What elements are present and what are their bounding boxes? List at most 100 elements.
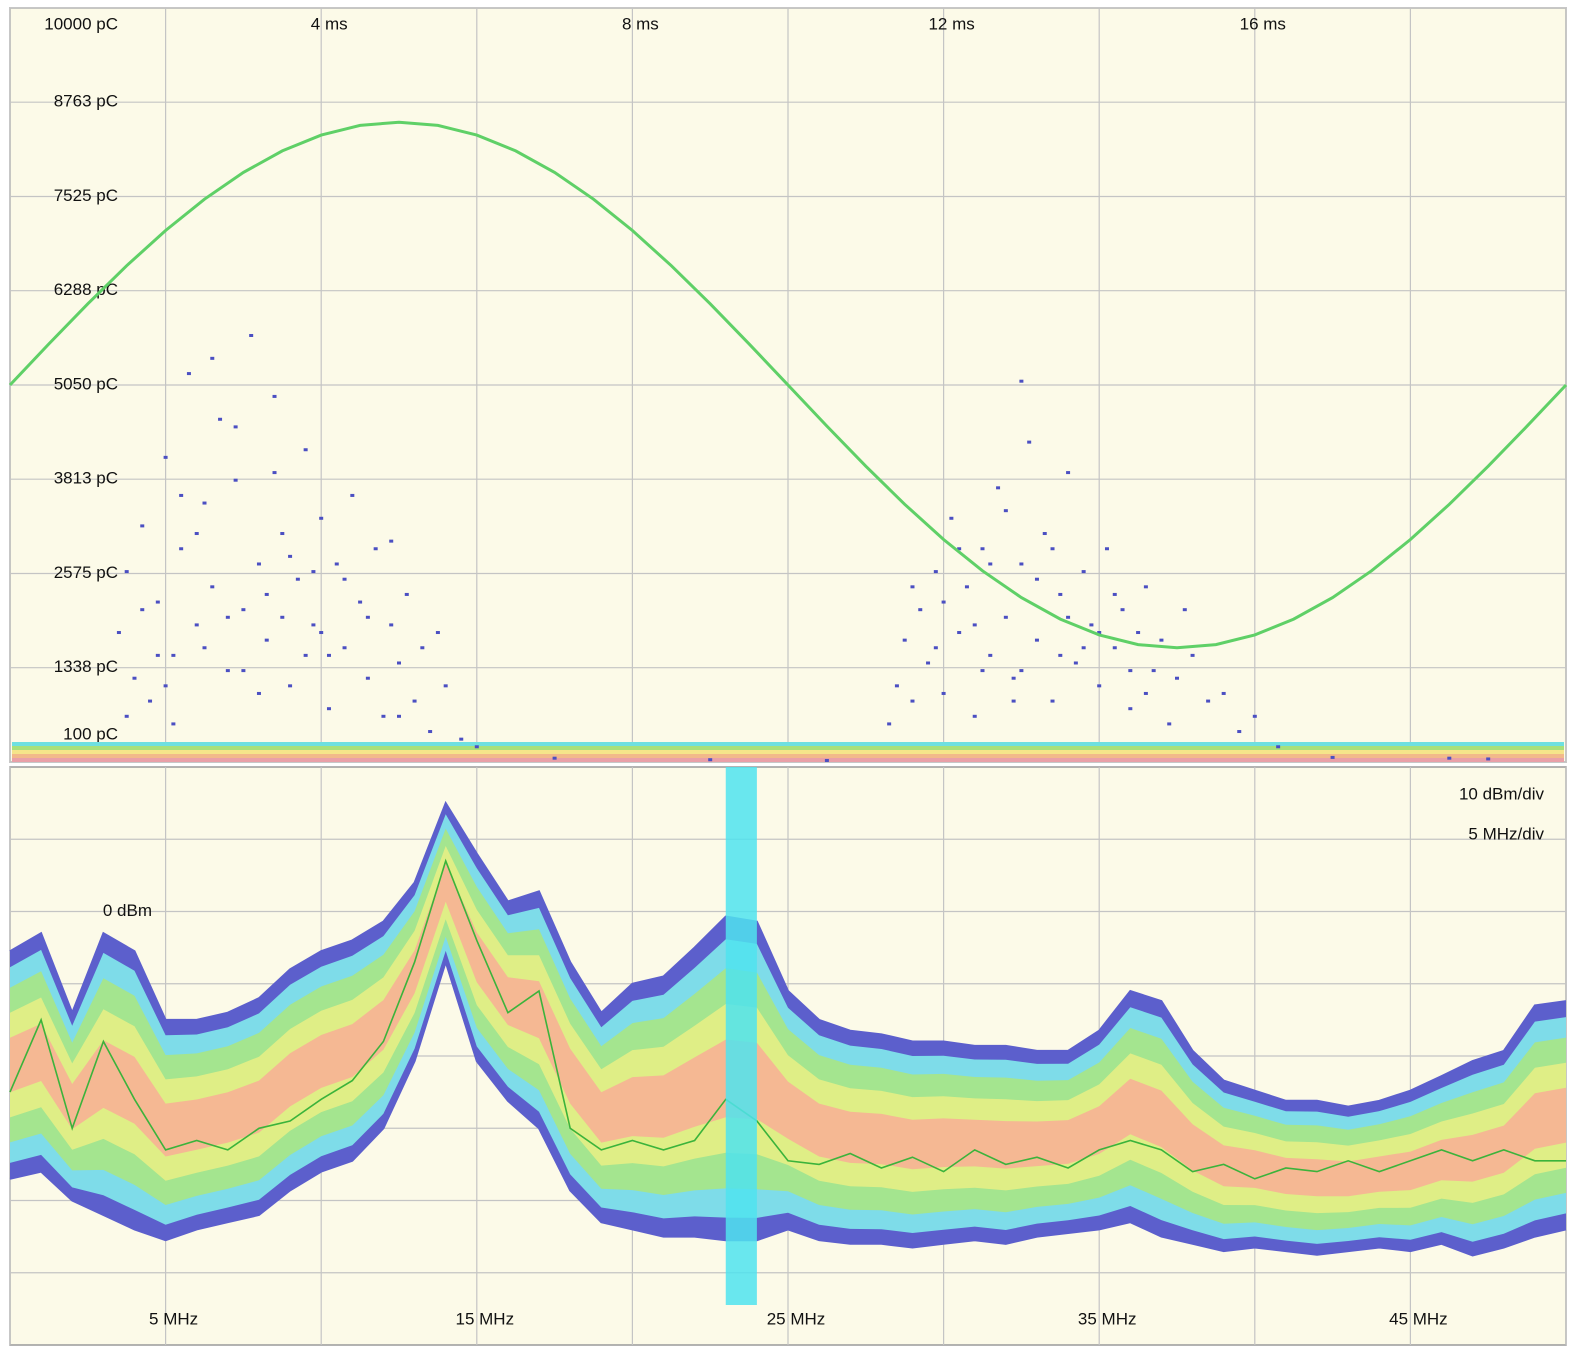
pd-pulse [1097, 684, 1102, 688]
pd-pulse [1237, 730, 1242, 734]
pd-pulse [1221, 691, 1226, 695]
pd-pulse [124, 570, 129, 574]
pd-pulse [163, 684, 168, 688]
pd-pulse [241, 669, 246, 673]
pd-pulse [996, 486, 1001, 490]
y-tick-label: 3813 pC [54, 469, 118, 488]
pd-pulse [225, 615, 230, 619]
pd-pulse [272, 471, 277, 475]
pd-pulse [1027, 440, 1032, 444]
pd-pulse [389, 539, 394, 543]
pd-pulse [1050, 547, 1055, 551]
pd-pulse [179, 547, 184, 551]
pd-pulse [1011, 699, 1016, 703]
y-tick-label: 5050 pC [54, 374, 118, 393]
pd-pulse [210, 356, 215, 360]
pd-pulse [1050, 699, 1055, 703]
pd-pulse [1003, 509, 1008, 513]
pd-pulse [926, 661, 931, 665]
noise-band [12, 754, 1564, 758]
pd-pulse [334, 562, 339, 566]
pd-pulse [933, 570, 938, 574]
pd-pulse [1128, 669, 1133, 673]
x-tick-label: 35 MHz [1078, 1309, 1137, 1328]
pd-pulse [1206, 699, 1211, 703]
pd-pulse [186, 372, 191, 376]
envelope [9, 800, 1567, 1108]
pd-pulse [194, 532, 199, 536]
pd-pulse [311, 623, 316, 627]
pd-pulse [988, 562, 993, 566]
pd-pulse [326, 653, 331, 657]
pd-pulse [389, 623, 394, 627]
pd-pulse [1066, 471, 1071, 475]
pd-pulse [1330, 755, 1335, 759]
pd-pulse [256, 691, 261, 695]
pd-pulse [918, 608, 923, 612]
sine-reference [8, 120, 1568, 650]
pd-pulse [1159, 638, 1164, 642]
pd-pulse [1011, 676, 1016, 680]
pd-pulse [124, 714, 129, 718]
y-tick-label: 0 dBm [103, 901, 152, 920]
x-tick-label: 25 MHz [767, 1309, 826, 1328]
pd-pulse [225, 669, 230, 673]
pd-pulse [941, 691, 946, 695]
y-tick-label: 10000 pC [44, 14, 118, 33]
pd-pulse [116, 631, 121, 635]
pd-pulse [1089, 623, 1094, 627]
pd-pulse [373, 547, 378, 551]
pd-pulse [326, 707, 331, 711]
pd-pulse [132, 676, 137, 680]
pd-pulse [980, 547, 985, 551]
pd-pulse [1042, 532, 1047, 536]
pd-pulse [155, 653, 160, 657]
pd-pulse [1190, 653, 1195, 657]
y-tick-label: 8763 pC [54, 92, 118, 111]
pd-pulse [552, 756, 557, 760]
pd-pulse [1151, 669, 1156, 673]
pd-pulse [342, 577, 347, 581]
pd-pulse [155, 600, 160, 604]
x-tick-label: 12 ms [928, 14, 974, 33]
pd-pulse [1175, 676, 1179, 680]
y-tick-label: 2575 pC [54, 563, 118, 582]
pd-pulse [365, 676, 370, 680]
pd-pulse [202, 501, 207, 505]
pd-pulse [428, 730, 433, 734]
pd-pulse [1104, 547, 1109, 551]
pd-pulse [1097, 631, 1102, 635]
noise-band [12, 758, 1564, 762]
pd-pulse [1034, 577, 1039, 581]
density-band [10, 863, 1566, 1197]
x-tick-label: 45 MHz [1389, 1309, 1448, 1328]
pd-pulse [1143, 585, 1148, 589]
pd-pulse [1081, 646, 1086, 650]
x-tick-label: 15 MHz [456, 1309, 515, 1328]
pd-pulse [256, 562, 261, 566]
pd-pulse [210, 585, 215, 589]
y-tick-label: 1338 pC [54, 657, 118, 676]
pd-pulse [241, 608, 246, 612]
pd-pulse [964, 585, 969, 589]
pd-pulse [179, 493, 184, 497]
scale-annotation: 5 MHz/div [1468, 824, 1544, 843]
pd-pulse [887, 722, 892, 726]
noise-band [12, 746, 1564, 750]
pd-pulse [894, 684, 899, 688]
x-tick-label: 8 ms [622, 14, 659, 33]
pd-pulse [1486, 757, 1491, 761]
pd-pulse [295, 577, 300, 581]
pd-pulse [1136, 631, 1141, 635]
pd-pulse [264, 592, 269, 596]
pd-pulse [163, 455, 168, 459]
pd-pulse [350, 493, 355, 497]
pd-pulse [412, 699, 417, 703]
pd-pulse [1019, 562, 1024, 566]
pd-pulse [404, 592, 409, 596]
pd-pulse [949, 516, 954, 520]
pd-pulse [988, 653, 993, 657]
pd-pulse [194, 623, 199, 627]
pd-pulse [303, 653, 308, 657]
pd-pulse [1120, 608, 1125, 612]
